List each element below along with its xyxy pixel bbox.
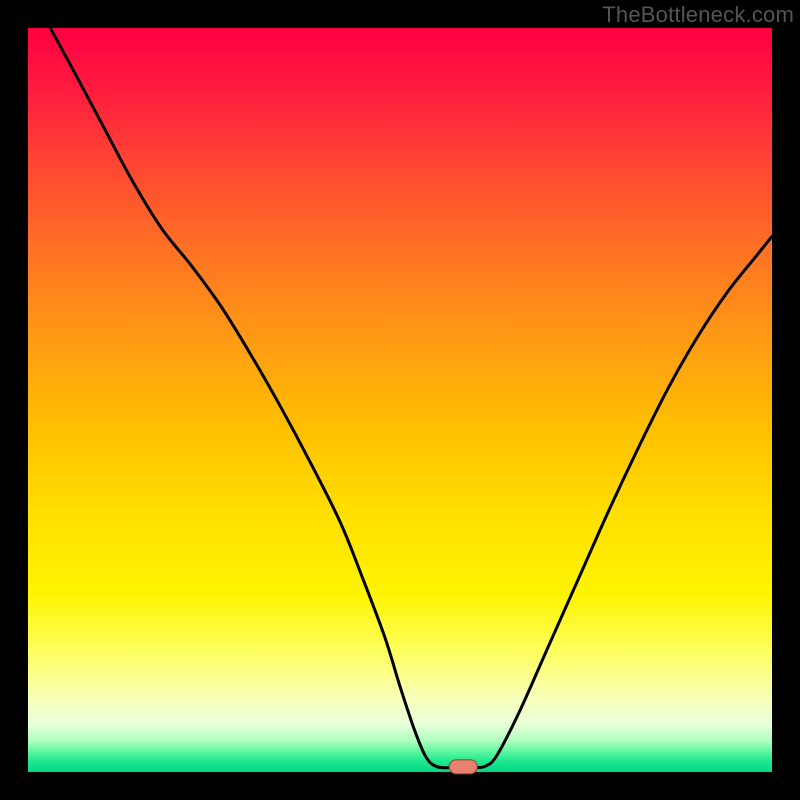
optimal-marker: [449, 760, 477, 774]
chart-container: TheBottleneck.com: [0, 0, 800, 800]
watermark-text: TheBottleneck.com: [602, 2, 794, 28]
plot-svg: [0, 0, 800, 800]
